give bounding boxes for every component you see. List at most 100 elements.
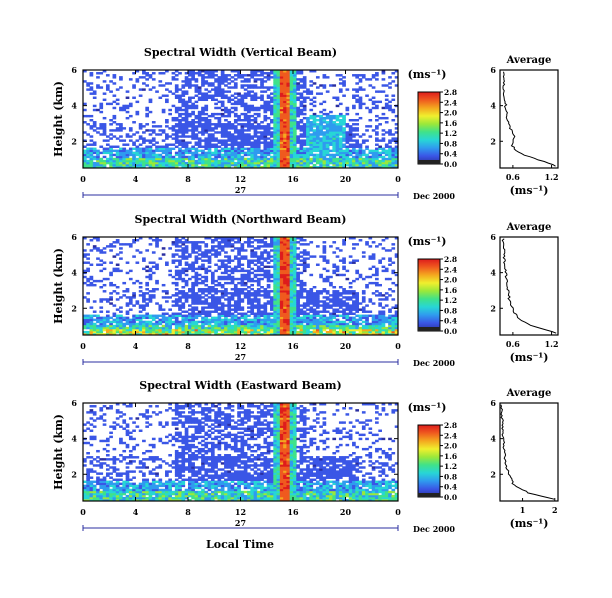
heatmap-cell [296, 241, 300, 244]
heatmap-cell [283, 316, 287, 320]
heatmap-cell [270, 106, 274, 110]
heatmap-cell [171, 143, 176, 146]
heatmap-cell [207, 72, 212, 75]
heatmap-cell [312, 294, 317, 297]
heatmap-cell [207, 137, 212, 140]
heatmap-cell [201, 74, 205, 77]
heatmap-cell [201, 241, 205, 244]
heatmap-cell [181, 155, 186, 159]
heatmap-cell [273, 263, 277, 266]
heatmap-cell [253, 296, 258, 299]
heatmap-cell [204, 316, 209, 320]
heatmap-cell [224, 326, 228, 330]
heatmap-cell [332, 165, 337, 169]
heatmap-cell [224, 161, 228, 165]
heatmap-cell [197, 114, 202, 118]
heatmap-cell [302, 312, 307, 315]
heatmap-cell [237, 153, 241, 157]
heatmap-cell [309, 133, 314, 136]
heatmap-cell [220, 308, 225, 311]
heatmap-cell [181, 165, 186, 169]
heatmap-cell [299, 316, 304, 320]
heatmap-cell [214, 300, 218, 303]
heatmap-cell [165, 145, 169, 148]
heatmap-cell [194, 143, 199, 146]
heatmap-cell [178, 306, 182, 309]
heatmap-cell [210, 129, 215, 132]
heatmap-cell [276, 261, 281, 264]
heatmap-cell [315, 320, 320, 324]
heatmap-cell [115, 322, 120, 326]
heatmap-cell [214, 330, 218, 334]
heatmap-cell [138, 294, 143, 297]
heatmap-cell [266, 302, 271, 305]
heatmap-cell [201, 161, 205, 165]
heatmap-cell [260, 294, 264, 297]
heatmap-cell [279, 149, 284, 153]
heatmap-cell [299, 251, 304, 254]
heatmap-cell [191, 261, 195, 264]
heatmap-cell [368, 322, 373, 326]
heatmap-cell [155, 281, 159, 285]
heatmap-cell [194, 312, 199, 315]
heatmap-cell [338, 302, 343, 305]
heatmap-cell [247, 153, 251, 157]
heatmap-cell [325, 116, 330, 120]
heatmap-cell [158, 330, 163, 334]
heatmap-cell [286, 306, 291, 309]
heatmap-cell [161, 328, 166, 332]
heatmap-cell [201, 253, 205, 256]
heatmap-cell [276, 145, 281, 148]
heatmap-cell [214, 125, 218, 128]
heatmap-cell [296, 237, 300, 240]
heatmap-cell [260, 153, 264, 157]
heatmap-cell [279, 322, 284, 326]
heatmap-cell [83, 139, 87, 142]
heatmap-cell [96, 330, 100, 334]
heatmap-cell [329, 314, 333, 318]
heatmap-cell [293, 70, 297, 73]
heatmap-cell [165, 261, 169, 264]
heatmap-cell [224, 312, 228, 315]
heatmap-cell [266, 149, 271, 153]
heatmap-cell [355, 127, 360, 130]
heatmap-cell [270, 119, 274, 122]
heatmap-cell [227, 265, 232, 269]
heatmap-cell [270, 332, 274, 336]
heatmap-cell [161, 312, 166, 315]
heatmap-cell [273, 121, 277, 124]
heatmap-cell [99, 104, 104, 108]
heatmap-cell [217, 318, 222, 322]
heatmap-cell [289, 332, 294, 336]
heatmap-cell [119, 153, 123, 157]
heatmap-cell [201, 288, 205, 291]
heatmap-cell [230, 288, 235, 291]
heatmap-cell [342, 292, 346, 295]
heatmap-cell [158, 326, 163, 330]
heatmap-cell [394, 159, 399, 163]
heatmap-cell [243, 161, 248, 165]
heatmap-cell [247, 271, 251, 275]
heatmap-cell [381, 159, 386, 163]
heatmap-cell [230, 292, 235, 295]
heatmap-cell [227, 155, 232, 159]
heatmap-cell [115, 328, 120, 332]
heatmap-cell [243, 157, 248, 161]
heatmap-cell [283, 153, 287, 157]
heatmap-cell [184, 249, 189, 252]
heatmap-cell [296, 320, 300, 324]
heatmap-cell [263, 275, 268, 279]
heatmap-cell [178, 155, 182, 159]
heatmap-cell [371, 330, 376, 334]
heatmap-cell [263, 294, 268, 297]
heatmap-cell [276, 153, 281, 157]
heatmap-cell [296, 78, 300, 81]
heatmap-cell [306, 127, 310, 130]
heatmap-cell [188, 82, 192, 85]
heatmap-cell [233, 318, 238, 322]
heatmap-cell [224, 145, 228, 148]
heatmap-cell [306, 322, 310, 326]
heatmap-cell [155, 157, 159, 161]
heatmap-cell [312, 286, 317, 289]
heatmap-cell [125, 133, 130, 136]
